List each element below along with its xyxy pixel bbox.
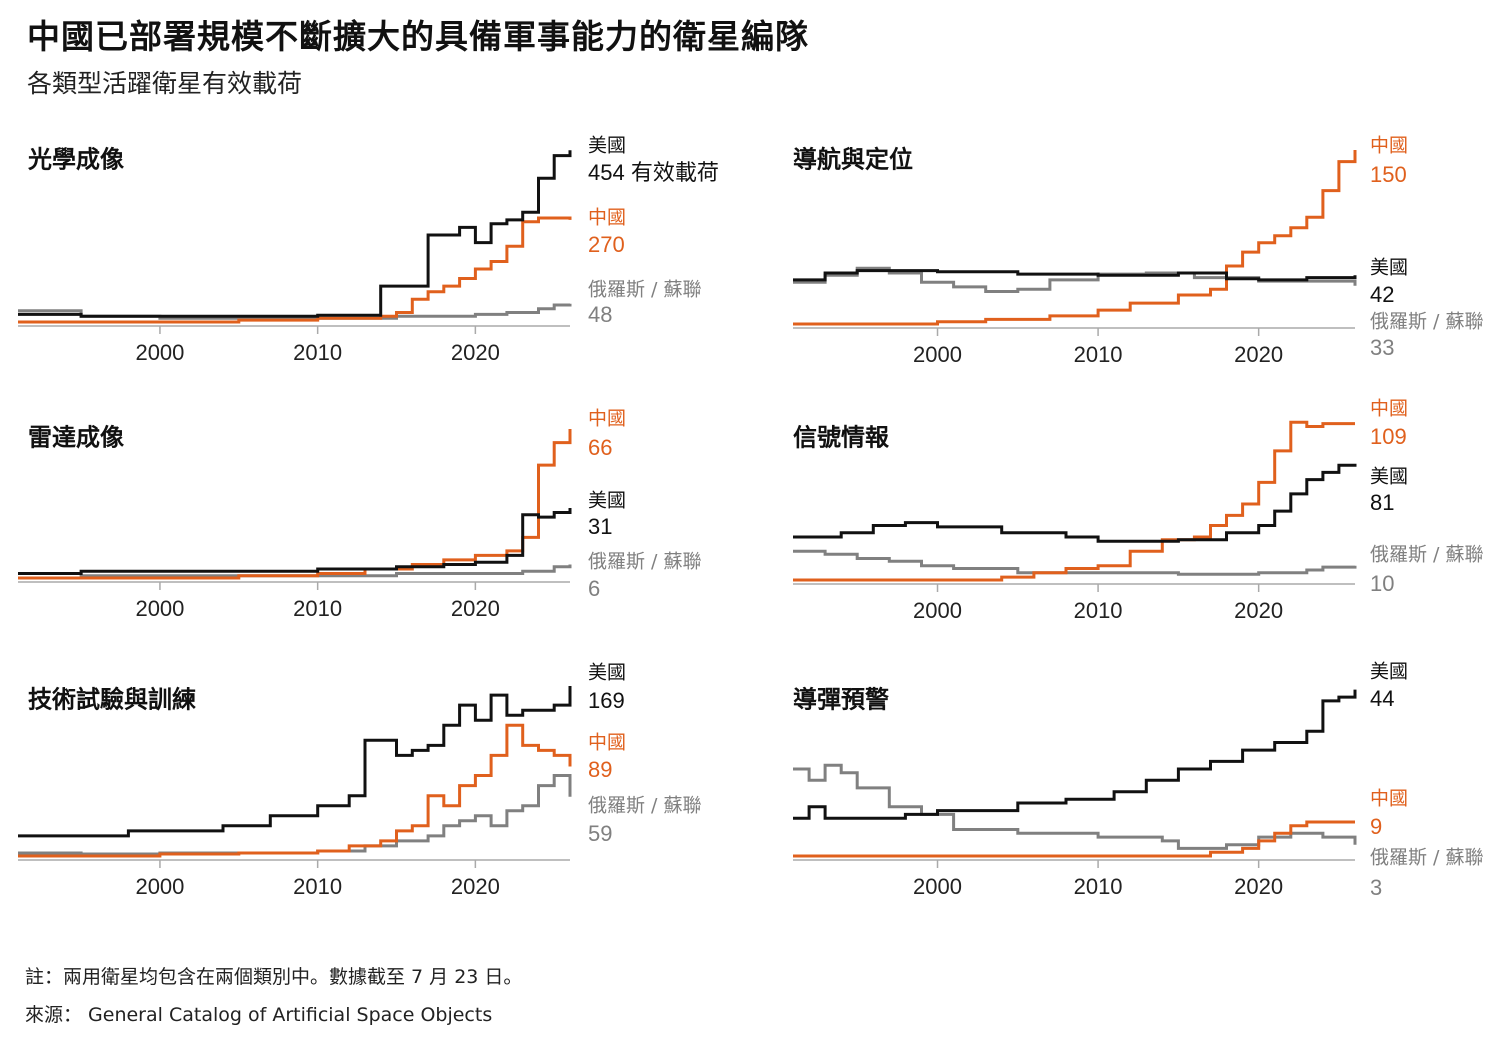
series-value-label: 44 [1370, 686, 1394, 711]
series-value-label: 6 [588, 576, 600, 601]
series-name-label: 中國 [1370, 788, 1408, 810]
series-line [18, 150, 572, 318]
series-name-label: 中國 [1370, 398, 1408, 420]
series-name-label: 俄羅斯 / 蘇聯 [588, 795, 701, 817]
x-tick-label: 2020 [1234, 598, 1283, 623]
series-line [18, 686, 572, 838]
series-name-label: 美國 [588, 662, 626, 684]
series-value-label: 109 [1370, 424, 1407, 449]
x-tick-label: 2010 [293, 596, 342, 621]
series-line [793, 820, 1355, 858]
series-value-label: 89 [588, 757, 612, 782]
series-name-label: 中國 [588, 732, 626, 754]
x-tick-label: 2000 [135, 340, 184, 365]
panel-title: 技術試驗與訓練 [28, 686, 196, 714]
series-name-label: 中國 [1370, 135, 1408, 157]
series-value-label: 81 [1370, 490, 1394, 515]
panel-title: 導航與定位 [793, 146, 913, 174]
series-value-label: 33 [1370, 335, 1394, 360]
series-line [18, 429, 572, 580]
x-tick-label: 2000 [135, 596, 184, 621]
footnote: 註：兩用衛星均包含在兩個類別中。數據截至 7 月 23 日。 [25, 966, 523, 988]
series-line [793, 269, 1357, 282]
x-tick-label: 2020 [451, 596, 500, 621]
series-line [793, 420, 1355, 582]
series-line [793, 150, 1357, 326]
series-name-label: 美國 [588, 135, 626, 157]
x-tick-label: 2000 [135, 874, 184, 899]
series-line [793, 266, 1357, 293]
x-tick-label: 2010 [1074, 342, 1123, 367]
series-line [793, 763, 1357, 850]
series-value-label: 31 [588, 514, 612, 539]
x-tick-label: 2000 [913, 874, 962, 899]
series-name-label: 中國 [588, 207, 626, 229]
panel-title: 光學成像 [27, 146, 125, 174]
series-name-label: 美國 [1370, 661, 1408, 683]
x-tick-label: 2010 [293, 874, 342, 899]
panel-title: 雷達成像 [28, 424, 125, 452]
series-value-label: 10 [1370, 571, 1394, 596]
series-name-label: 俄羅斯 / 蘇聯 [1370, 847, 1483, 869]
chart-title: 中國已部署規模不斷擴大的具備軍事能力的衛星編隊 [27, 17, 809, 56]
series-name-label: 俄羅斯 / 蘇聯 [1370, 544, 1483, 566]
x-tick-label: 2000 [913, 598, 962, 623]
series-line [18, 564, 572, 578]
series-value-label: 9 [1370, 814, 1382, 839]
x-tick-label: 2010 [1074, 598, 1123, 623]
series-name-label: 俄羅斯 / 蘇聯 [1370, 311, 1483, 333]
series-value-label: 169 [588, 688, 625, 713]
x-tick-label: 2010 [1074, 874, 1123, 899]
source-note: 來源： General Catalog of Artificial Space … [25, 1004, 493, 1026]
series-value-label: 150 [1370, 162, 1407, 187]
x-tick-label: 2020 [451, 340, 500, 365]
series-name-label: 美國 [1370, 466, 1408, 488]
x-tick-label: 2000 [913, 342, 962, 367]
chart-subtitle: 各類型活躍衛星有效載荷 [27, 69, 303, 98]
series-line [18, 508, 572, 575]
series-value-label: 3 [1370, 875, 1382, 900]
series-value-label: 48 [588, 302, 612, 327]
x-tick-label: 2020 [1234, 342, 1283, 367]
series-value-label: 454 有效載荷 [588, 160, 719, 185]
x-tick-label: 2020 [1234, 874, 1283, 899]
x-tick-label: 2010 [293, 340, 342, 365]
series-line [18, 723, 572, 858]
series-value-label: 270 [588, 232, 625, 257]
series-line [18, 216, 572, 324]
series-value-label: 59 [588, 821, 612, 846]
series-name-label: 美國 [588, 490, 626, 512]
series-name-label: 俄羅斯 / 蘇聯 [588, 279, 701, 301]
series-line [793, 689, 1357, 820]
series-value-label: 66 [588, 435, 612, 460]
series-name-label: 中國 [588, 408, 626, 430]
series-line [793, 549, 1357, 576]
panel-title: 信號情報 [793, 424, 890, 452]
x-tick-label: 2020 [451, 874, 500, 899]
series-name-label: 美國 [1370, 257, 1408, 279]
series-value-label: 42 [1370, 282, 1394, 307]
panel-title: 導彈預警 [793, 686, 889, 714]
series-line [793, 463, 1357, 543]
series-name-label: 俄羅斯 / 蘇聯 [588, 551, 701, 573]
